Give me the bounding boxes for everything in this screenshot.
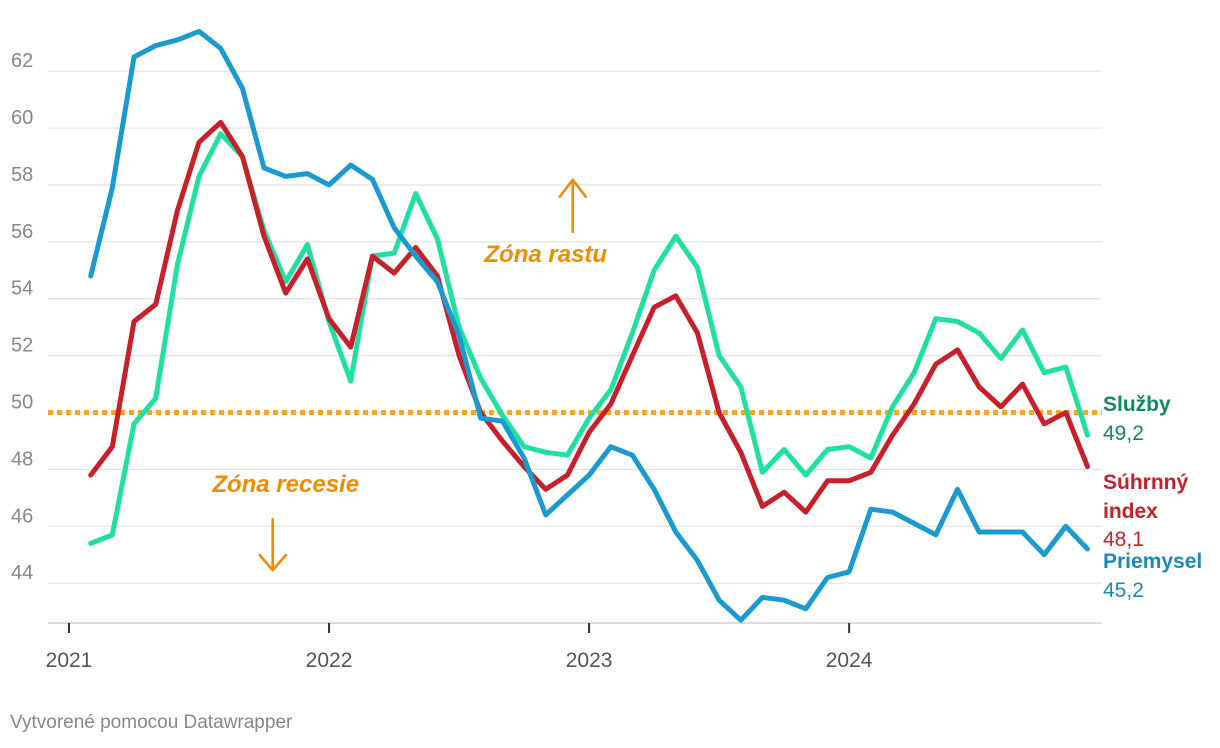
x-tick-label: 2022 [306, 649, 353, 672]
arrow-up-icon [558, 178, 588, 234]
series-line-suhrnny [88, 119, 1090, 515]
y-tick-label: 56 [11, 221, 33, 243]
y-axis-ticks: 44 46 48 50 52 54 56 58 60 62 [11, 50, 33, 584]
zone-annotations: Zóna rastu Zóna recesie [211, 178, 607, 572]
x-tick-label: 2023 [566, 649, 613, 672]
line-chart: 44 46 48 50 52 54 56 58 60 62 2021 2022 2023 2024 Zó… [11, 28, 1202, 672]
arrow-down-icon [258, 517, 287, 572]
credit-text: Vytvorené pomocou Datawrapper [10, 712, 293, 733]
y-tick-label: 44 [11, 562, 33, 584]
series-name-suhrnny: Súhrnný [1103, 471, 1188, 494]
x-axis: 2021 2022 2023 2024 [46, 622, 1102, 672]
y-tick-label: 60 [11, 107, 33, 129]
y-tick-label: 52 [11, 335, 33, 357]
series-end-value-sluzby: 49,2 [1103, 422, 1144, 445]
y-tick-label: 54 [11, 278, 33, 300]
y-tick-label: 50 [11, 392, 33, 414]
series-lines [88, 28, 1090, 623]
annotation-label: Zóna recesie [211, 471, 359, 498]
series-end-value-priemysel: 45,2 [1103, 579, 1144, 602]
gridlines [48, 70, 1102, 584]
series-name-suhrnny: index [1103, 500, 1158, 523]
series-line-priemysel [88, 28, 1090, 623]
annotation-label: Zóna rastu [483, 241, 607, 268]
y-tick-label: 58 [11, 164, 33, 186]
series-end-value-suhrnny: 48,1 [1103, 528, 1144, 551]
y-tick-label: 46 [11, 505, 33, 527]
y-tick-label: 48 [11, 448, 33, 470]
series-name-sluzby: Služby [1103, 393, 1171, 416]
x-tick-label: 2021 [46, 649, 93, 672]
series-name-priemysel: Priemysel [1103, 550, 1202, 573]
y-tick-label: 62 [11, 50, 33, 72]
x-tick-label: 2024 [826, 649, 873, 672]
